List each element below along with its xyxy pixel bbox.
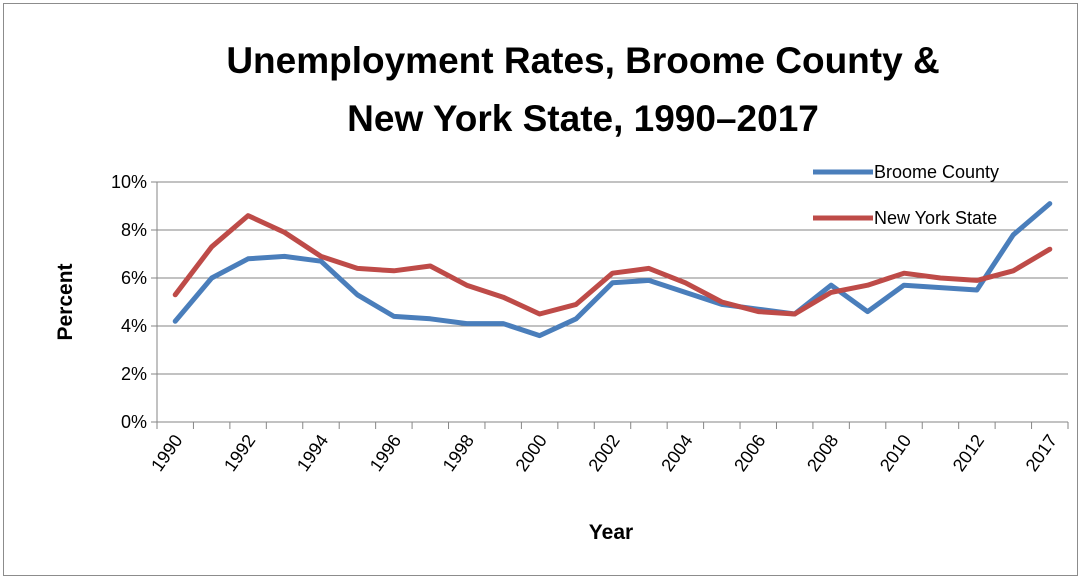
x-tick-label: 1992 (220, 431, 259, 475)
x-tick-label: 2000 (512, 431, 551, 475)
x-axis-tick-labels: 1990 1992 1994 1996 1998 2000 2002 2004 2006 2008… (147, 431, 1061, 475)
x-tick-label: 1994 (293, 431, 332, 475)
legend-label-broome-county: Broome County (874, 162, 999, 182)
axes (156, 182, 1069, 429)
x-tick-label: 1998 (439, 431, 478, 475)
chart-title-line-1: Unemployment Rates, Broome County & (226, 40, 939, 81)
x-tick-label: 2002 (584, 431, 623, 475)
y-tick-label: 0% (121, 412, 147, 432)
data-series (172, 201, 1053, 339)
y-tick-label: 10% (111, 172, 147, 192)
x-axis-title: Year (589, 521, 633, 544)
chart-title-line-2: New York State, 1990–2017 (347, 98, 819, 139)
x-tick-label: 2004 (657, 431, 696, 475)
y-axis-title: Percent (54, 263, 77, 340)
legend: Broome County New York State (813, 162, 999, 228)
x-tick-label: 1996 (366, 431, 405, 475)
x-tick-label: 1990 (147, 431, 186, 475)
series-line-new-york-state (172, 213, 1053, 317)
x-tick-label: 2017 (1022, 431, 1061, 475)
y-tick-label: 6% (121, 268, 147, 288)
y-tick-label: 8% (121, 220, 147, 240)
series-line-broome-county (172, 201, 1053, 339)
x-tick-label: 2010 (876, 431, 915, 475)
x-tick-label: 2012 (949, 431, 988, 475)
y-tick-label: 4% (121, 316, 147, 336)
x-tick-label: 2008 (803, 431, 842, 475)
gridlines (151, 181, 1068, 423)
y-tick-label: 2% (121, 364, 147, 384)
x-tick-label: 2006 (730, 431, 769, 475)
y-axis-tick-labels: 0% 2% 4% 6% 8% 10% (111, 172, 147, 432)
legend-label-new-york-state: New York State (874, 208, 997, 228)
chart-title: Unemployment Rates, Broome County & New … (226, 40, 939, 139)
